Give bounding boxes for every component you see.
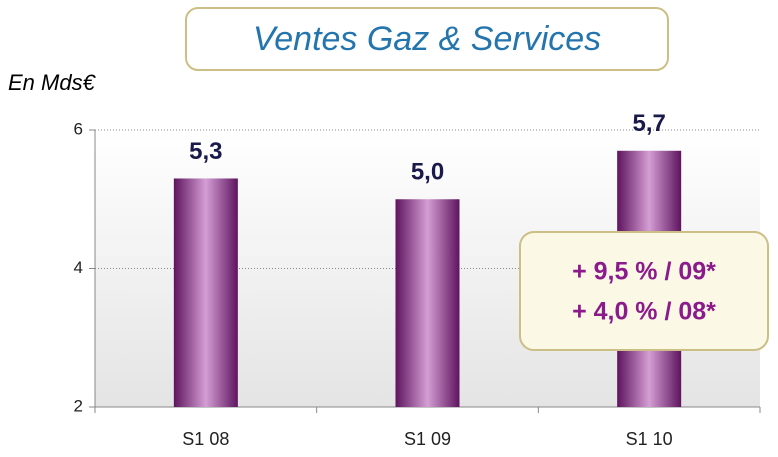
annotation-box xyxy=(519,231,769,351)
bar xyxy=(173,178,238,407)
y-tick-label: 4 xyxy=(74,258,83,277)
annotation: + 9,5 % / 09* xyxy=(572,258,716,286)
y-tick-label: 6 xyxy=(74,119,83,138)
value-label: 5,0 xyxy=(411,159,444,186)
x-tick-label: S1 08 xyxy=(182,429,229,449)
x-tick-label: S1 09 xyxy=(404,429,451,449)
annotation: + 4,0 % / 08* xyxy=(572,298,716,326)
value-label: 5,7 xyxy=(632,110,665,137)
bar xyxy=(395,199,460,407)
x-tick-label: S1 10 xyxy=(626,429,673,449)
y-axis-label: En Mds€ xyxy=(8,70,97,95)
value-label: 5,3 xyxy=(189,138,222,165)
y-tick-label: 2 xyxy=(74,396,83,415)
chart-title: Ventes Gaz & Services xyxy=(253,20,601,58)
title-box xyxy=(185,7,669,71)
